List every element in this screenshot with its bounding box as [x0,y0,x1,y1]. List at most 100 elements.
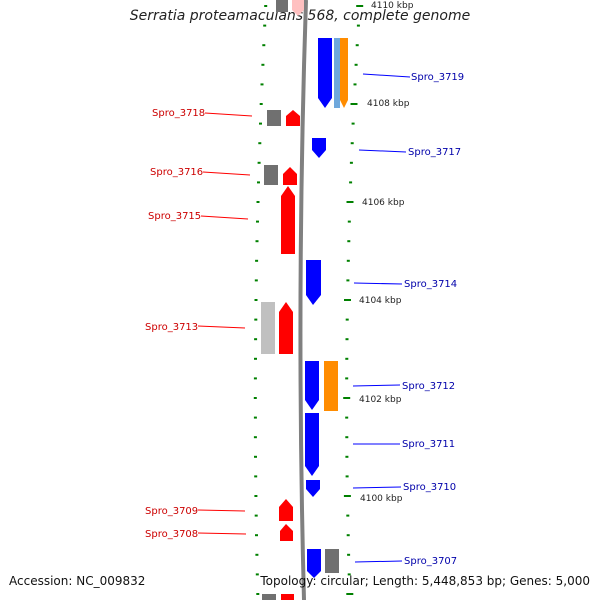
tick-mark [346,593,354,595]
tick-mark [345,436,349,439]
light-gray-feature-3713[interactable] [261,302,275,354]
gray-feature-3716[interactable] [264,165,278,185]
tick-mark [356,24,360,27]
leader-line-3714 [353,282,403,285]
tick-mark [254,514,258,517]
tick-mark [254,357,257,360]
leader-line-3707 [354,560,403,563]
tick-mark [255,259,259,262]
gene-spro-3707[interactable] [307,549,321,578]
tick-mark [262,44,266,47]
tick-mark [351,122,355,125]
gene-spro-3716[interactable] [283,167,297,185]
tick-mark [254,318,258,321]
tick-mark [254,495,258,497]
leader-line-3717 [358,149,407,153]
gene-label-spro-3713[interactable]: Spro_3713 [145,322,198,333]
tick-mark [257,181,260,184]
scale-labels: 4110 kbp 4108 kbp 4106 kbp 4104 kbp 4102… [359,1,414,504]
gene-label-spro-3717[interactable]: Spro_3717 [408,147,461,158]
tick-mark [346,201,354,203]
gene-label-spro-3711[interactable]: Spro_3711 [402,439,455,450]
gene-label-spro-3707[interactable]: Spro_3707 [404,556,457,567]
tick-mark [355,44,359,47]
gene-spro-3709[interactable] [279,499,293,521]
gene-spro-3719[interactable] [318,38,332,108]
tick-mark [253,416,257,419]
light-blue-feature[interactable] [334,38,340,108]
gene-spro-3715[interactable] [281,186,295,254]
gray-feature-3707[interactable] [325,549,339,573]
tick-mark [347,553,351,556]
orange-feature[interactable] [340,38,348,108]
tick-mark [345,318,349,321]
tick-mark [346,259,350,262]
tick-mark [343,397,351,399]
tick-mark [349,161,353,164]
scale-label-4110: 4110 kbp [371,1,414,11]
tick-mark [263,24,267,27]
gene-label-spro-3719[interactable]: Spro_3719 [411,72,464,83]
gene-label-spro-3712[interactable]: Spro_3712 [402,381,455,392]
tick-mark [346,534,350,537]
tick-mark [254,475,258,478]
tick-mark [347,240,351,243]
tick-mark [256,201,260,203]
reverse-gene-partial[interactable] [292,0,304,16]
gene-spro-3717[interactable] [312,138,326,158]
gene-spro-3718[interactable] [286,110,300,126]
tick-mark [346,279,350,282]
gene-spro-3708[interactable] [280,524,293,541]
gene-spro-3714[interactable] [306,260,321,305]
tick-mark [259,122,262,125]
gene-spro-3712[interactable] [305,361,319,410]
orange-feature-3712[interactable] [324,361,338,411]
topology-text: Topology: circular; Length: 5,448,853 bp… [260,574,590,588]
gene-spro-3711[interactable] [305,413,319,476]
tick-mark [254,279,258,282]
tick-mark [354,63,358,66]
accession-text: Accession: NC_009832 [9,574,146,588]
tick-mark [345,416,349,419]
feature-blocks [261,0,348,600]
gene-label-spro-3716[interactable]: Spro_3716 [150,167,203,178]
leader-line-3718 [204,112,253,117]
gene-label-spro-3708[interactable]: Spro_3708 [145,529,198,540]
gene-label-spro-3714[interactable]: Spro_3714 [404,279,457,290]
tick-mark [259,103,263,105]
tick-mark [253,397,257,399]
tick-mark [253,436,257,439]
tick-mark [264,5,268,7]
tick-mark [260,83,264,86]
gray-feature-3718[interactable] [267,110,281,126]
tick-mark [347,220,351,223]
gene-label-spro-3710[interactable]: Spro_3710 [403,482,456,493]
gene-label-spro-3709[interactable]: Spro_3709 [145,506,198,517]
map-title: Serratia proteamaculans 568, complete ge… [129,8,471,24]
tick-mark [258,142,262,145]
leader-line-3719 [362,73,411,78]
gene-spro-3713[interactable] [279,302,293,354]
tick-mark [344,299,351,301]
tick-marks-right [343,5,364,595]
gene-spro-3710[interactable] [306,480,320,497]
scale-label-4104: 4104 kbp [359,296,402,306]
gene-label-spro-3718[interactable]: Spro_3718 [152,108,205,119]
leader-line-3708 [197,532,247,535]
scale-label-4106: 4106 kbp [362,198,405,208]
tick-mark [254,338,258,341]
genome-backbone [298,0,308,600]
tick-mark [254,455,257,458]
tick-mark [345,338,349,341]
tick-mark [261,63,265,66]
gray-feature-bottom[interactable] [262,594,276,600]
tick-marks-left [253,5,268,595]
tick-mark [350,142,354,145]
tick-mark [254,299,258,301]
tick-mark [349,181,353,184]
tick-mark [345,455,349,458]
gene-label-spro-3715[interactable]: Spro_3715 [148,211,201,222]
tick-mark [255,553,259,556]
gene-bottom-partial[interactable] [281,594,294,600]
gray-feature[interactable] [276,0,288,12]
